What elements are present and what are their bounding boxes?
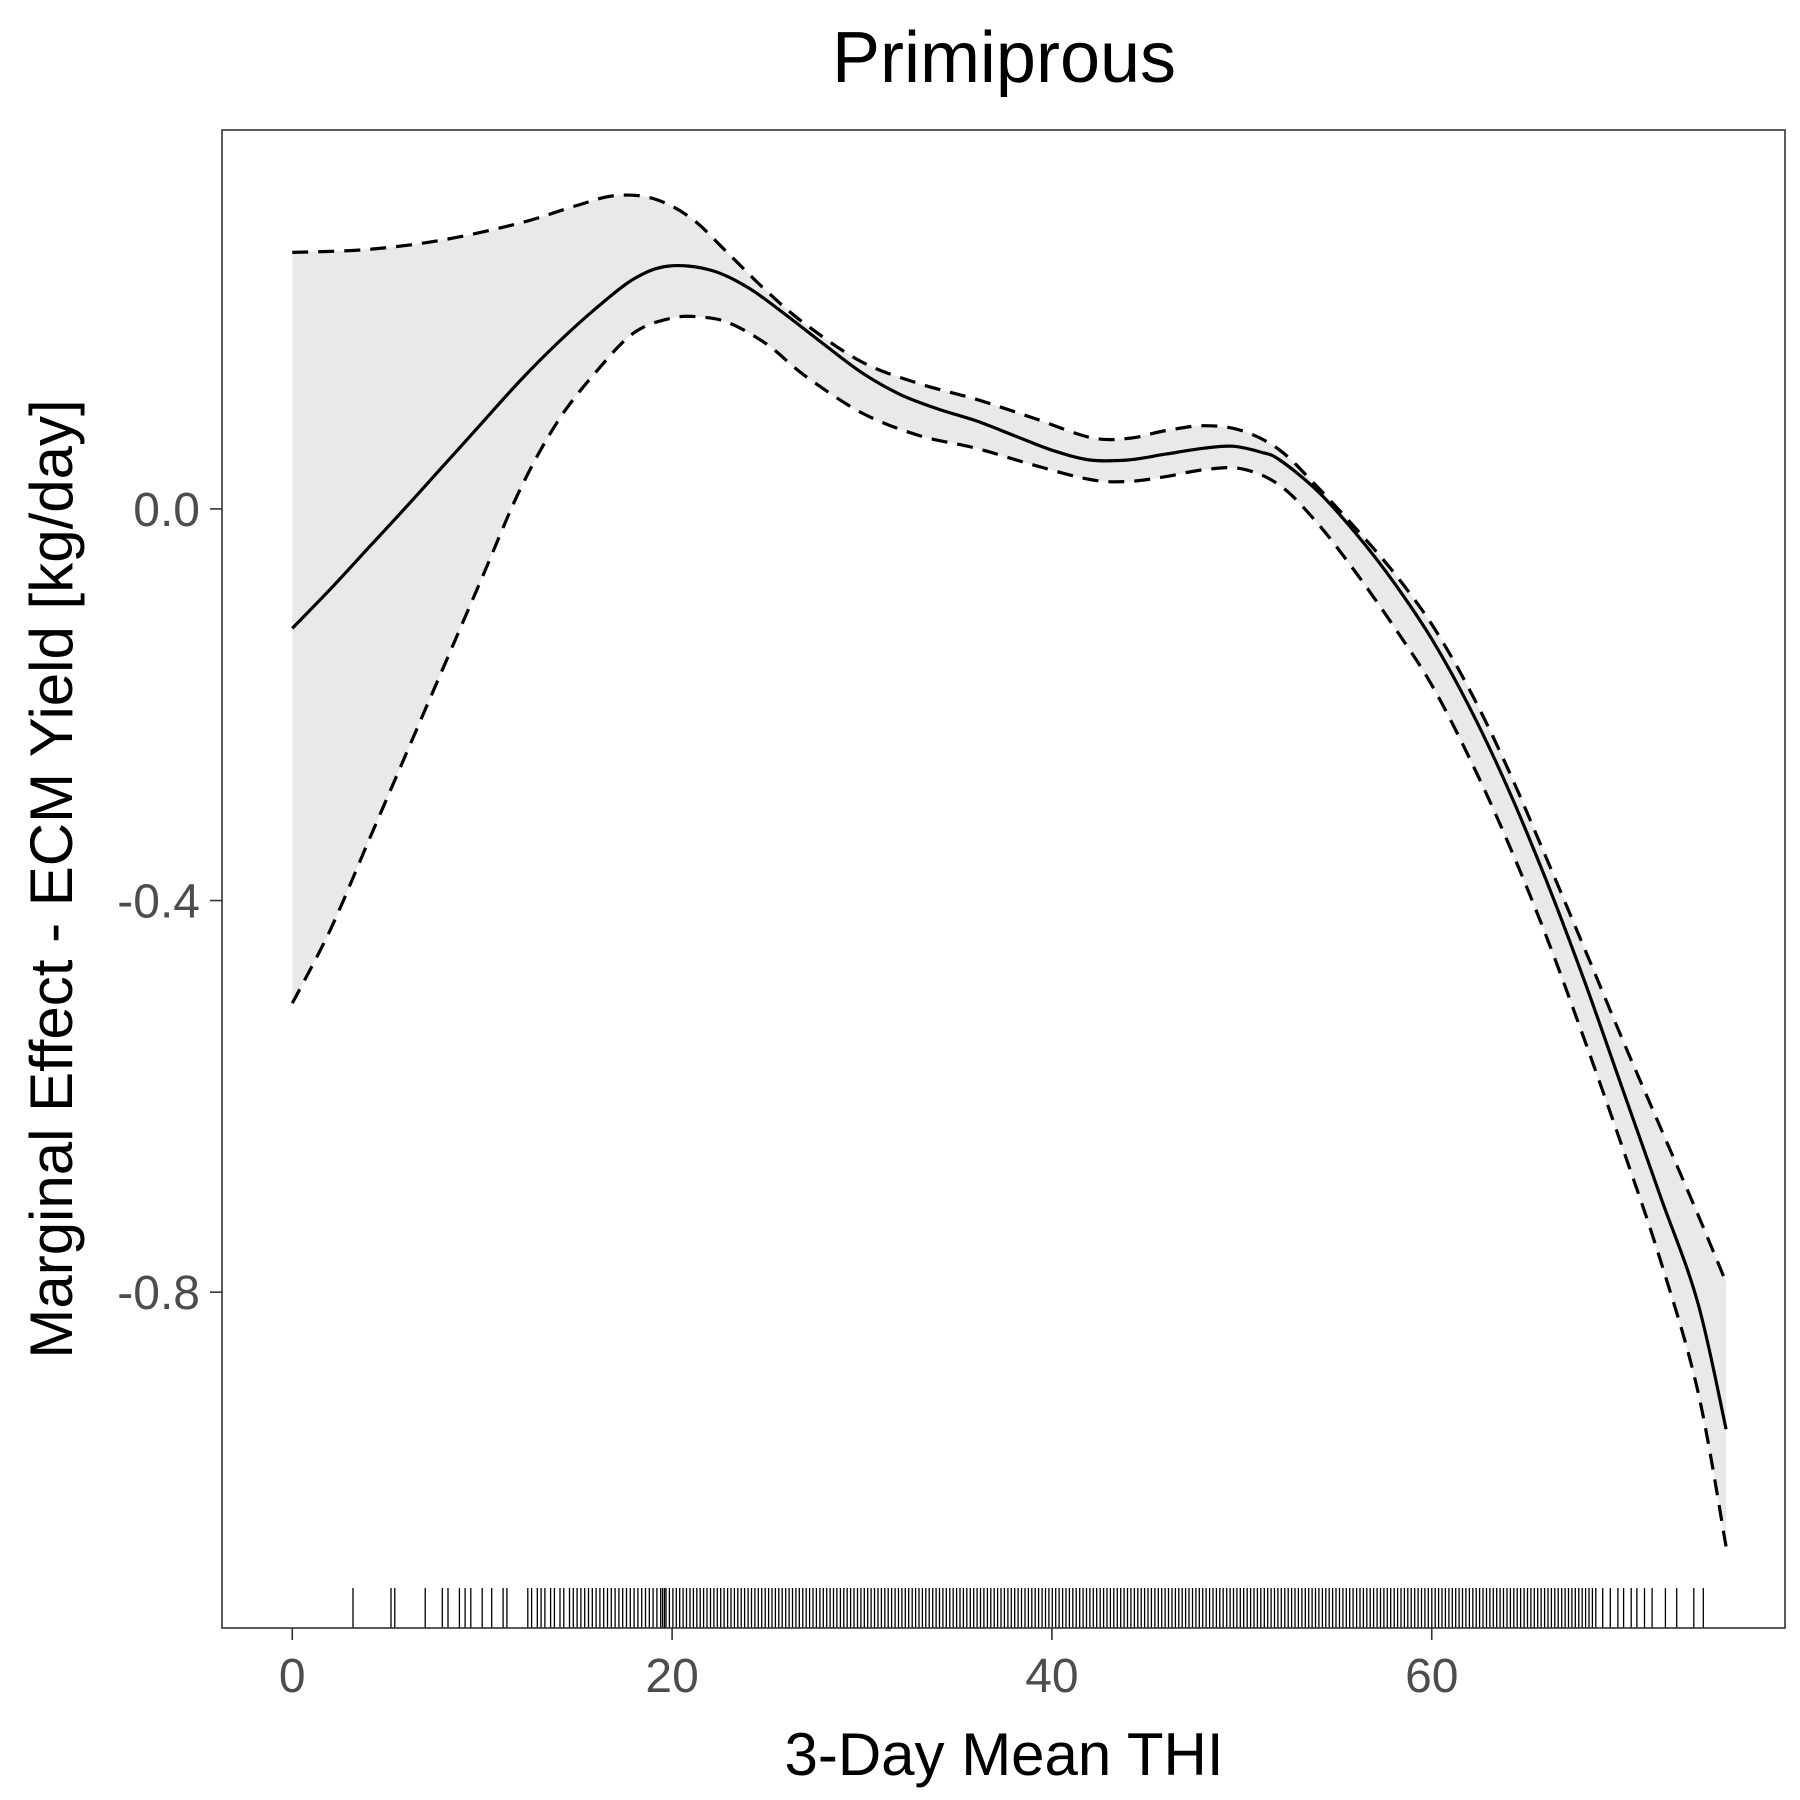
y-axis: 0.0 -0.4 -0.8 xyxy=(117,484,222,1320)
x-tick-label: 40 xyxy=(1025,1650,1078,1703)
y-axis-title: Marginal Effect - ECM Yield [kg/day] xyxy=(18,399,85,1358)
chart-title: Primiprous xyxy=(832,18,1176,98)
panel-border xyxy=(221,129,1786,1629)
x-tick-label: 60 xyxy=(1405,1650,1458,1703)
rug-plot xyxy=(352,1588,1704,1628)
x-axis-title: 3-Day Mean THI xyxy=(784,1721,1223,1788)
x-tick-label: 0 xyxy=(279,1650,306,1703)
x-tick-label: 20 xyxy=(645,1650,698,1703)
plot-area xyxy=(290,193,1728,1628)
upper-ci-line xyxy=(292,193,1728,1284)
y-tick-label: 0.0 xyxy=(133,484,200,537)
y-tick-label: -0.8 xyxy=(117,1267,200,1320)
confidence-ribbon xyxy=(292,195,1727,1547)
y-tick-label: -0.4 xyxy=(117,876,200,929)
x-axis: 0 20 40 60 xyxy=(279,1628,1458,1703)
fit-line xyxy=(291,263,1728,1430)
lower-ci-line xyxy=(290,314,1728,1547)
